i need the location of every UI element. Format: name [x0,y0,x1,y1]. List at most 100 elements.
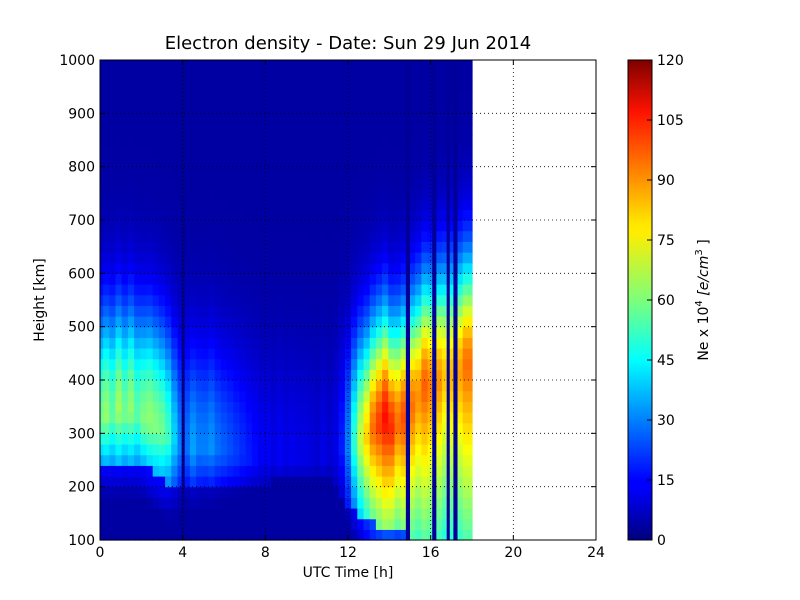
heatmap-cell [410,305,416,317]
heatmap-cell [405,113,411,125]
heatmap-cell [239,348,247,360]
heatmap-cell [301,284,309,296]
heatmap-cell [208,380,216,392]
heatmap-cell [134,305,141,317]
heatmap-cell [295,102,303,114]
heatmap-cell [115,454,123,466]
heatmap-cell [258,145,265,157]
heatmap-cell [295,422,303,434]
heatmap-cell [357,433,365,445]
heatmap-cell [351,145,358,157]
heatmap-cell [127,326,135,338]
heatmap-cell [127,60,135,72]
heatmap-cell [233,358,241,370]
heatmap-cell [171,326,179,338]
heatmap-cell [326,380,334,392]
heatmap-cell [276,518,284,530]
heatmap-cell [196,326,203,338]
heatmap-cell [289,113,296,125]
heatmap-cell [189,444,197,456]
heatmap-cell [258,369,265,381]
heatmap-cell [109,401,117,413]
heatmap-cell [251,166,259,178]
heatmap-cell [415,124,422,136]
heatmap-cell [208,262,216,274]
heatmap-cell [220,476,228,488]
heatmap-cell [421,348,429,360]
heatmap-cell [146,444,154,456]
heatmap-cell [320,390,327,402]
heatmap-cell [427,369,433,381]
heatmap-cell [245,476,253,488]
heatmap-cell [251,337,259,349]
heatmap-cell [214,358,222,370]
heatmap-cell [276,337,284,349]
heatmap-cell [177,124,183,136]
heatmap-cell [282,209,290,221]
heatmap-cell [264,444,272,456]
heatmap-cell [245,113,253,125]
heatmap-cell [189,465,197,477]
heatmap-cell [115,102,123,114]
heatmap-cell [320,230,327,242]
heatmap-cell [427,401,433,413]
heatmap-cell [449,113,454,125]
heatmap-cell [239,390,247,402]
heatmap-cell [227,252,234,264]
heatmap-cell [227,390,234,402]
heatmap-cell [208,358,216,370]
heatmap-cell [100,262,104,274]
heatmap-cell [344,337,352,349]
heatmap-cell [427,380,433,392]
heatmap-cell [220,92,228,104]
heatmap-cell [388,241,396,253]
heatmap-cell [251,284,259,296]
heatmap-cell [245,252,253,264]
heatmap-cell [453,380,459,392]
heatmap-cell [332,102,340,114]
heatmap-cell [121,358,129,370]
heatmap-cell [295,518,303,530]
x-tick-label: 24 [587,545,605,561]
heatmap-cell [357,476,365,488]
heatmap-cell [258,262,265,274]
heatmap-cell [189,60,197,72]
heatmap-cell [121,284,129,296]
heatmap-cell [189,166,197,178]
heatmap-cell [382,412,389,424]
heatmap-cell [270,284,278,296]
heatmap-cell [264,294,272,306]
heatmap-cell [400,380,407,392]
heatmap-cell [344,177,352,189]
heatmap-cell [103,273,110,285]
heatmap-cell [152,337,160,349]
heatmap-cell [410,518,416,530]
heatmap-cell [289,390,296,402]
heatmap-cell [227,422,234,434]
heatmap-cell [320,497,327,509]
heatmap-cell [109,529,117,541]
heatmap-cell [239,454,247,466]
heatmap-cell [351,81,358,93]
heatmap-cell [351,476,358,488]
heatmap-cell [405,401,411,413]
heatmap-cell [165,220,172,232]
heatmap-cell [344,412,352,424]
heatmap-cell [276,326,284,338]
heatmap-cell [344,81,352,93]
heatmap-cell [363,156,371,168]
heatmap-cell [276,401,284,413]
heatmap-cell [326,497,334,509]
heatmap-cell [152,358,160,370]
heatmap-cell [436,134,443,146]
heatmap-cell [177,380,183,392]
heatmap-cell [270,326,278,338]
heatmap-cell [436,124,443,136]
heatmap-cell [270,529,278,541]
heatmap-cell [282,305,290,317]
heatmap-cell [369,412,377,424]
heatmap-cell [158,412,166,424]
heatmap-cell [239,401,247,413]
heatmap-cell [220,518,228,530]
heatmap-cell [432,433,437,445]
